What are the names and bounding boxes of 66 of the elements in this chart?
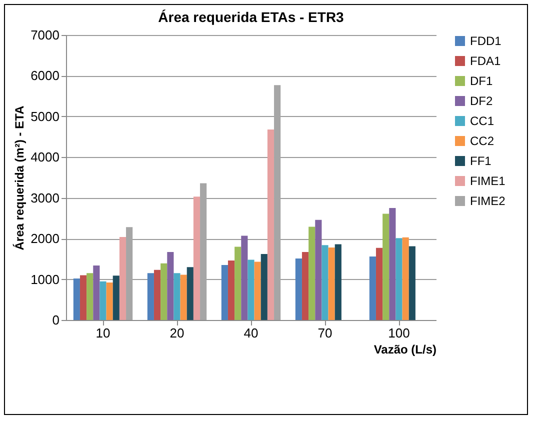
- bar: [376, 248, 383, 320]
- bar: [221, 265, 228, 320]
- bar: [100, 281, 106, 320]
- bar: [147, 273, 154, 320]
- legend-label: FIME1: [470, 174, 506, 188]
- bar: [389, 208, 396, 320]
- bar: [119, 236, 126, 320]
- bar: [274, 85, 281, 320]
- bar: [154, 270, 161, 320]
- y-tick-label: 4000: [30, 150, 60, 165]
- legend-label: FF1: [470, 154, 492, 168]
- bar: [86, 273, 94, 320]
- bar: [80, 275, 87, 320]
- y-axis-title: Área requerida (m²) - ETA: [12, 105, 27, 250]
- x-tick-label: 70: [318, 326, 332, 340]
- y-tick-label: 3000: [30, 190, 60, 206]
- bar: [106, 282, 113, 320]
- y-tick-label: 6000: [30, 68, 60, 84]
- bar: [248, 260, 254, 320]
- bar: [180, 274, 187, 320]
- x-axis-title: Vazão (L/s): [374, 342, 436, 356]
- bar: [126, 227, 133, 320]
- bar: [402, 237, 409, 320]
- y-tick-label: 1000: [30, 272, 60, 287]
- bar: [167, 252, 174, 320]
- bar: [267, 129, 274, 320]
- legend-label: DF2: [470, 94, 493, 108]
- y-tick-label: 2000: [30, 231, 60, 246]
- bar: [302, 252, 309, 320]
- bar: [334, 244, 342, 320]
- legend-label: CC1: [470, 114, 494, 128]
- bar: [382, 214, 390, 320]
- bar: [260, 254, 268, 320]
- legend-label: FIME2: [470, 194, 506, 208]
- legend-label: DF1: [470, 74, 493, 88]
- legend-label: CC2: [470, 134, 494, 148]
- bar: [73, 278, 80, 320]
- legend-label: FDD1: [470, 34, 502, 48]
- bar: [186, 267, 194, 320]
- y-tick-label: 7000: [30, 28, 60, 42]
- bar: [228, 260, 235, 320]
- bar: [308, 226, 316, 320]
- bar: [369, 256, 376, 320]
- bar: [174, 273, 180, 320]
- bar: [241, 236, 248, 320]
- bar: [193, 196, 200, 320]
- bar: [254, 262, 261, 320]
- bar: [112, 276, 120, 320]
- y-tick-label: 0: [52, 312, 60, 328]
- bar: [408, 246, 416, 320]
- bar: [93, 265, 100, 320]
- bar: [315, 220, 322, 320]
- bar: [295, 258, 302, 320]
- x-tick-label: 100: [388, 326, 410, 340]
- chart-title: Área requerida ETAs - ETR3: [158, 9, 344, 25]
- y-tick-label: 5000: [30, 108, 60, 124]
- bar: [396, 238, 402, 320]
- bar: [322, 245, 328, 320]
- legend-label: FDA1: [470, 54, 501, 68]
- bar: [328, 248, 335, 320]
- bar: [200, 183, 207, 320]
- x-tick-label: 20: [170, 326, 184, 340]
- x-tick-label: 40: [244, 326, 258, 340]
- bar: [234, 246, 242, 320]
- bar: [160, 263, 168, 320]
- x-tick-label: 10: [96, 326, 110, 340]
